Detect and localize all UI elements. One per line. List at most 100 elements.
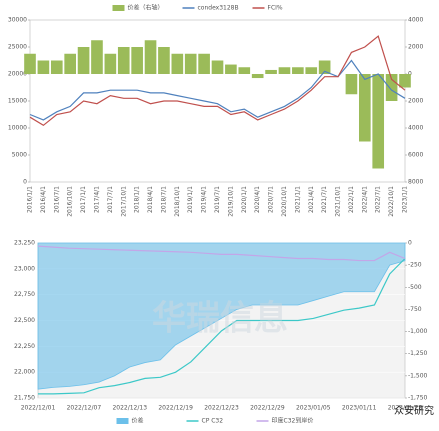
line [29,35,406,127]
legend-label: 印度C32到岸价 [272,417,314,425]
y-tick-label: 23,250 [14,240,35,247]
y-tick-label: 25000 [8,44,27,51]
bar [238,67,251,74]
y-tick-label: 0 [23,179,27,186]
x-tick-label: 2016/10/1 [67,186,74,217]
x-tick-label: 2018/4/1 [147,186,154,213]
x-tick-label: 2022/12/19 [158,405,193,412]
bar [24,53,36,74]
bar [104,53,117,74]
y-tick-label: 23,000 [14,265,35,272]
x-tick-label: 2020/10/1 [281,186,288,217]
x-tick-label: 2021/4/1 [308,186,315,213]
x-tick-label: 2021/10/1 [335,186,342,217]
bar [117,47,130,74]
bar [318,60,331,74]
bar [385,74,398,101]
y2-tick-label: 8000 [408,179,423,186]
x-tick-label: 2017/10/1 [120,186,127,217]
line [37,245,406,262]
x-tick-label: 2022/12/13 [112,405,147,412]
x-tick-label: 2017/4/1 [93,186,100,213]
x-tick-label: 2022/10/1 [388,186,395,217]
x-tick-label: 2016/4/1 [40,186,47,213]
y-tick-label: 5000 [12,152,27,159]
y-tick-label: 21,750 [14,395,35,402]
x-tick-label: 2023/01/05 [296,405,331,412]
x-tick-label: 2020/4/1 [254,186,261,213]
y-tick-label: 22,000 [14,369,35,376]
legend-label: condex3128B [198,5,239,12]
x-tick-label: 2020/1/1 [241,186,248,213]
x-tick-label: 2018/7/1 [160,186,167,213]
x-tick-label: 2016/1/1 [27,186,34,213]
bar [265,69,277,74]
x-tick-label: 2017/7/1 [107,186,114,213]
y-tick-label: 22,750 [14,291,35,298]
x-tick-label: 2018/1/1 [134,186,141,213]
bar [50,60,63,74]
y2-tick-label: -250 [408,262,422,269]
x-tick-label: 2022/4/1 [361,186,368,213]
y2-tick-label: -500 [408,284,422,291]
y2-tick-label: -1,500 [408,372,428,379]
area [37,242,406,390]
bar [131,47,143,74]
bar [91,40,103,74]
x-tick-label: 2022/12/07 [67,405,102,412]
y2-tick-label: 4000 [408,125,423,132]
bar [158,47,170,74]
bar [372,74,385,169]
line [38,258,406,395]
bar [144,40,157,74]
y-tick-label: 30000 [8,17,27,24]
source-label: 众安研究 [394,404,434,417]
bar [198,53,210,74]
legend-swatch [116,418,129,424]
bar [278,67,291,74]
x-tick-label: 2019/7/1 [214,186,221,213]
legend-swatch [112,5,125,11]
bar [251,74,264,79]
y2-tick-label: 4000 [408,17,423,24]
y2-tick-label: 2000 [408,44,423,51]
bar [77,47,90,74]
bar [171,53,184,74]
x-tick-label: 2023/1/1 [402,186,409,213]
y2-tick-label: -1,000 [408,328,428,335]
bar [64,53,76,74]
y2-tick-label: -1,750 [408,395,428,402]
y2-tick-label: 0 [408,240,412,247]
watermark: 华瑞信息 [152,299,288,339]
x-tick-label: 2022/12/01 [21,405,56,412]
x-tick-label: 2022/12/23 [204,405,239,412]
legend-label: CP C32 [202,418,224,425]
legend-label: FCI% [268,5,283,12]
x-tick-label: 2022/7/1 [375,186,382,213]
bar [399,74,411,88]
x-tick-label: 2023/01/11 [342,405,377,412]
x-tick-label: 2019/10/1 [227,186,234,217]
y-tick-label: 20000 [8,71,27,78]
y-tick-label: 10000 [8,125,27,132]
bar [37,60,50,74]
bar [292,67,304,74]
x-tick-label: 2016/7/1 [53,186,60,213]
x-tick-label: 2021/7/1 [321,186,328,213]
x-tick-label: 2022/12/29 [250,405,285,412]
bar [345,74,358,95]
bar [211,60,224,74]
legend-label: 价差 [132,417,144,425]
legend-label: 价差（右轴） [128,4,164,12]
y2-tick-label: -750 [408,306,422,313]
x-tick-label: 2019/1/1 [187,186,194,213]
y-tick-label: 15000 [8,98,27,105]
bar [225,64,237,74]
x-tick-label: 2023/01/28 [388,405,423,412]
x-tick-label: 2019/4/1 [201,186,208,213]
y2-tick-label: 6000 [408,152,423,159]
bar [359,74,371,142]
y2-tick-label: 2000 [408,98,423,105]
y-tick-label: 22,500 [14,317,35,324]
